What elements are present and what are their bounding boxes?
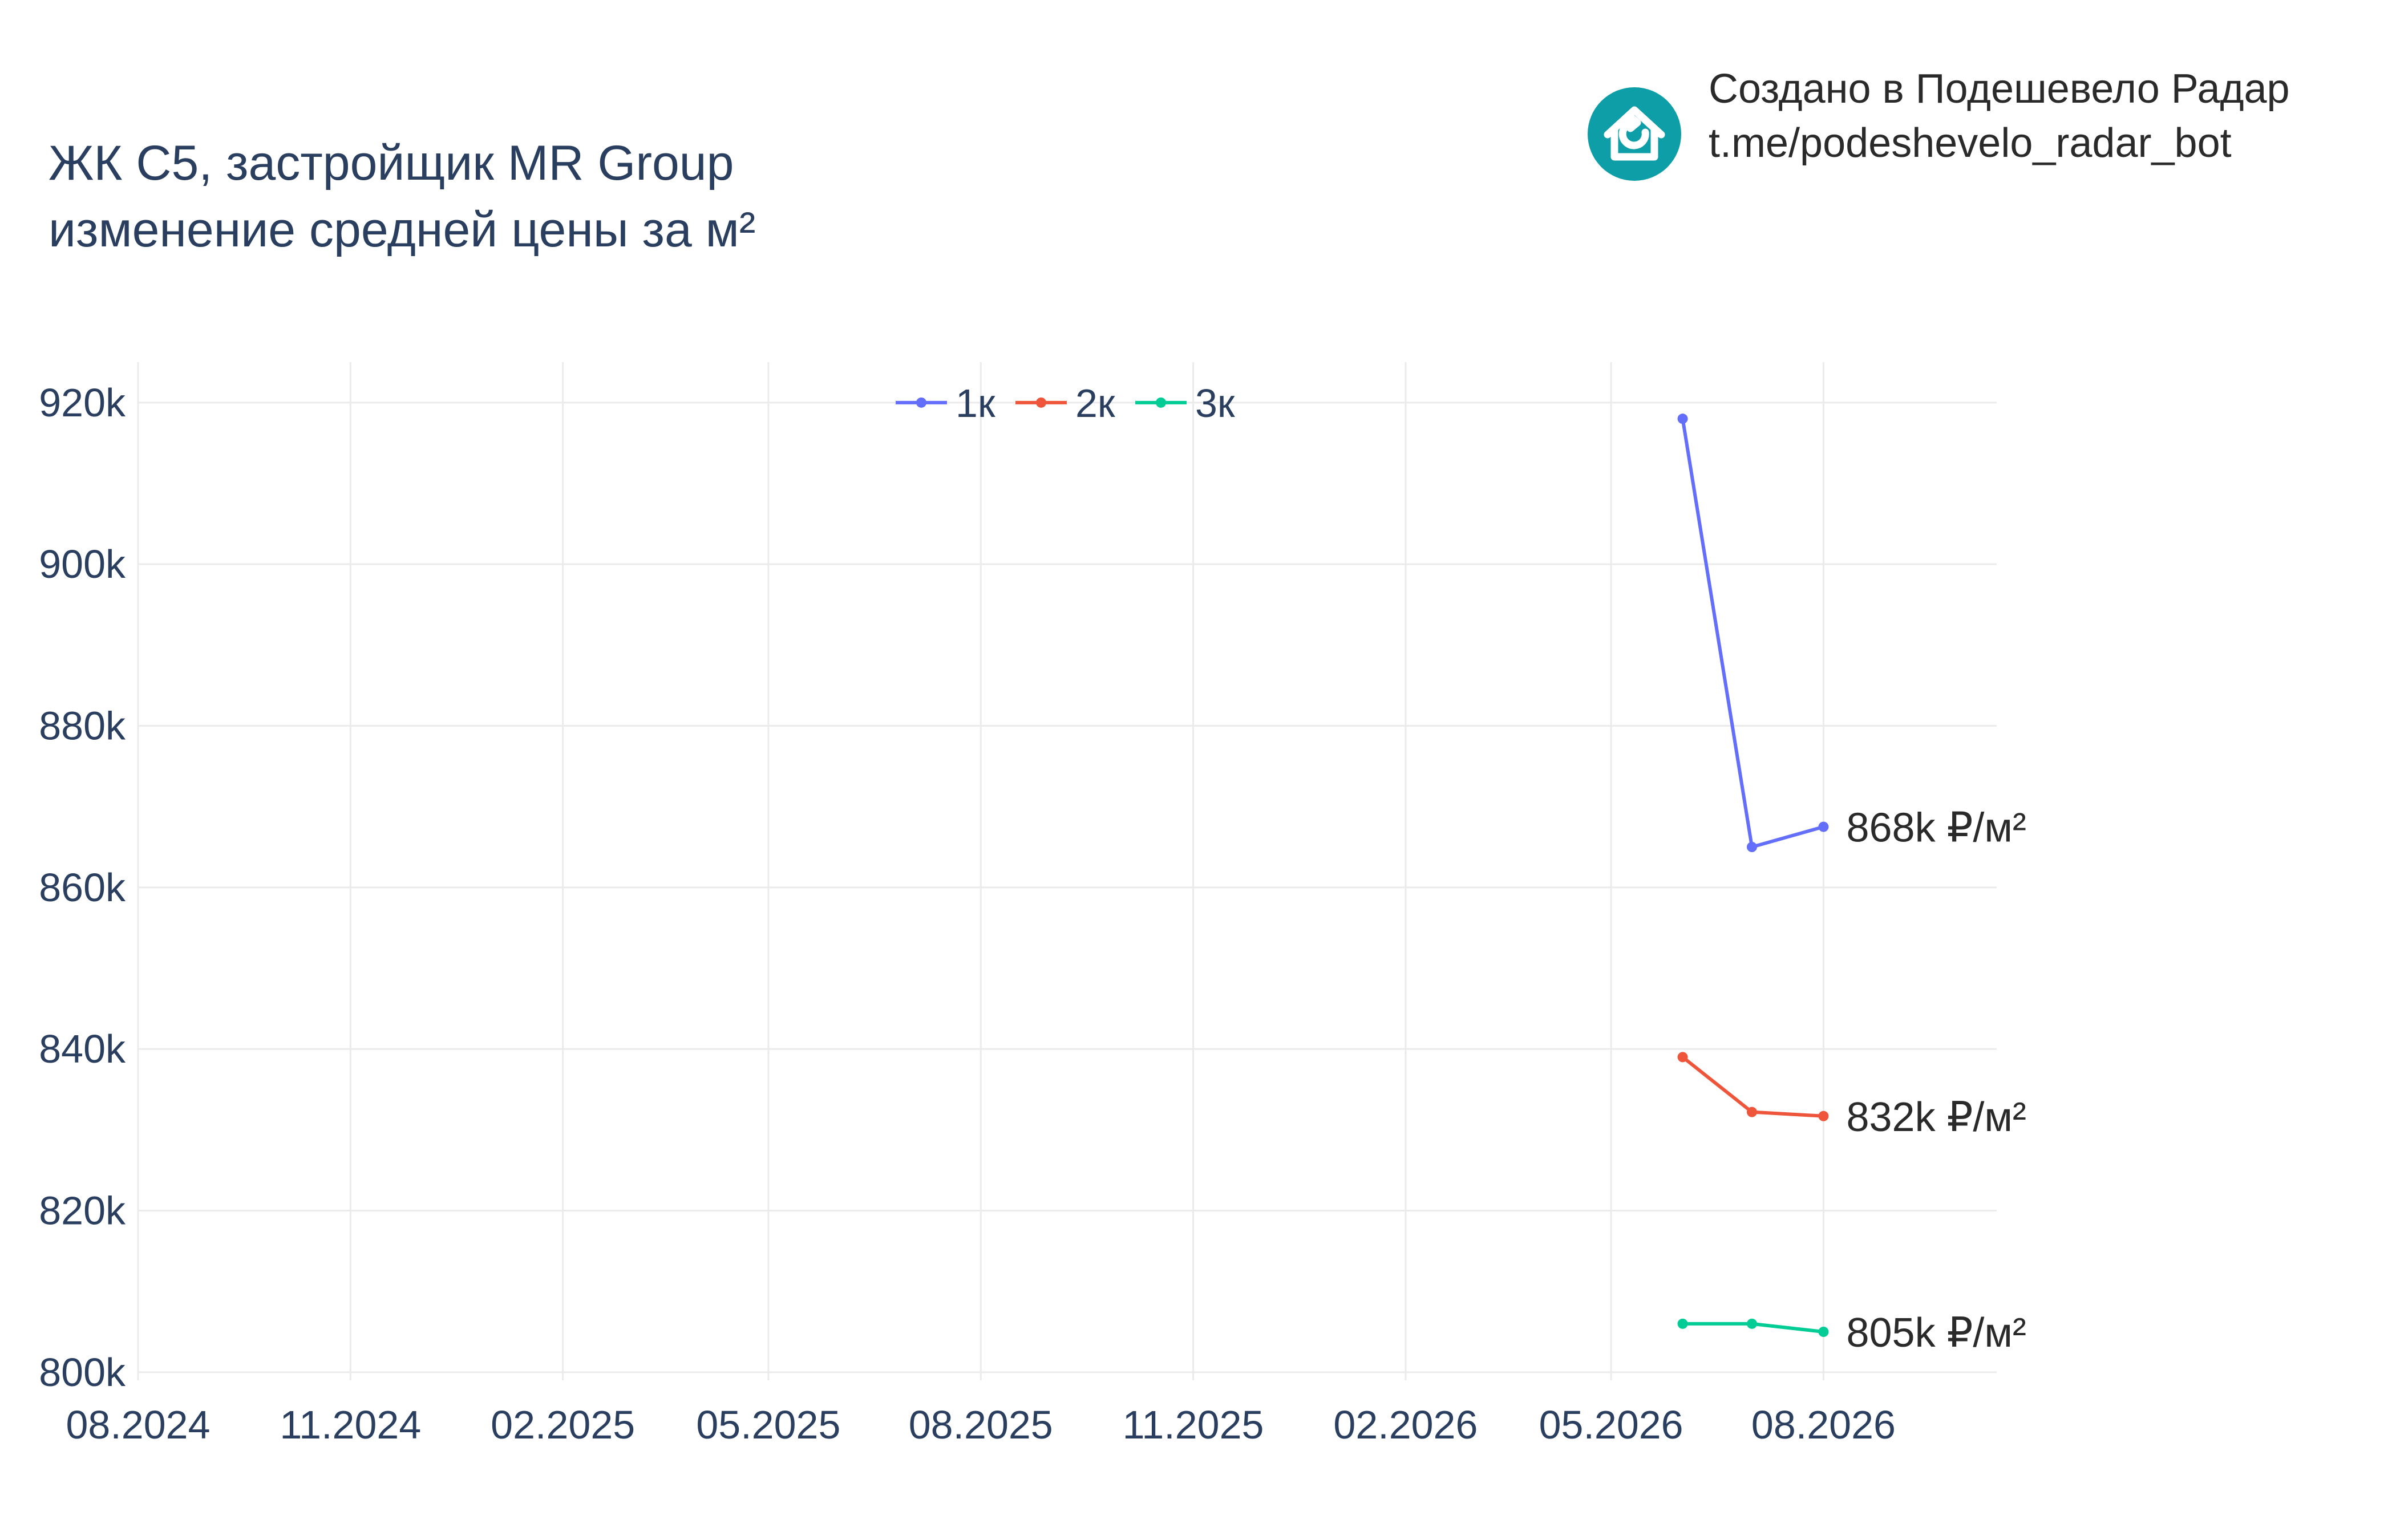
y-tick-label: 860k — [39, 865, 126, 910]
series-3к: 805k ₽/м² — [1677, 1310, 2026, 1356]
house-refresh-icon — [1604, 106, 1665, 161]
x-tick-label: 11.2024 — [280, 1403, 421, 1447]
x-tick-label: 05.2026 — [1539, 1403, 1683, 1447]
end-value-label: 832k ₽/м² — [1846, 1095, 2026, 1140]
x-tick-label: 02.2025 — [491, 1403, 635, 1447]
data-point — [1818, 1327, 1829, 1337]
end-value-label: 868k ₽/м² — [1846, 805, 2026, 851]
legend-swatch-marker — [1036, 397, 1046, 408]
y-tick-label: 800k — [39, 1350, 126, 1395]
legend-item-2к: 2к — [1015, 381, 1115, 425]
credit-line1: Создано в Подешевело Радар — [1709, 66, 2290, 112]
x-tick-label: 08.2024 — [66, 1403, 210, 1447]
data-point — [1818, 821, 1829, 832]
credit-line2: t.me/podeshevelo_radar_bot — [1709, 120, 2232, 166]
x-tick-label: 02.2026 — [1333, 1403, 1478, 1447]
legend: 1к 2к 3к — [896, 381, 1235, 425]
legend-label: 2к — [1075, 381, 1115, 425]
x-tick-label: 05.2025 — [696, 1403, 840, 1447]
x-tick-label: 11.2025 — [1123, 1403, 1264, 1447]
y-tick-label: 880k — [39, 704, 126, 748]
axis-layer: 800k 820k 840k 860k 880k 900k 920k 08.2024 11.20… — [39, 380, 1896, 1447]
data-point — [1677, 414, 1688, 424]
y-tick-label: 840k — [39, 1027, 126, 1071]
data-point — [1746, 842, 1757, 852]
series-layer: 868k ₽/м² 832k ₽/м² 805k ₽/м² — [1677, 414, 2026, 1356]
data-point — [1677, 1052, 1688, 1063]
legend-label: 1к — [956, 381, 995, 425]
data-point — [1746, 1318, 1757, 1329]
legend-item-3к: 3к — [1135, 381, 1235, 425]
x-tick-label: 08.2026 — [1751, 1403, 1896, 1447]
data-point — [1818, 1111, 1829, 1121]
legend-item-1к: 1к — [896, 381, 995, 425]
chart-title-line2: изменение средней цены за м² — [48, 202, 755, 257]
legend-swatch-marker — [916, 397, 926, 408]
credit-logo — [1588, 87, 1681, 181]
logo-circle — [1588, 87, 1681, 181]
legend-label: 3к — [1195, 381, 1235, 425]
end-value-label: 805k ₽/м² — [1846, 1310, 2026, 1356]
y-tick-label: 900k — [39, 542, 126, 586]
y-tick-label: 820k — [39, 1189, 126, 1233]
chart-title-line1: ЖК С5, застройщик MR Group — [48, 136, 734, 191]
data-point — [1746, 1107, 1757, 1117]
series-line — [1681, 418, 1824, 849]
legend-swatch-marker — [1156, 397, 1166, 408]
data-point — [1677, 1318, 1688, 1329]
x-tick-label: 08.2025 — [909, 1403, 1053, 1447]
series-2к: 832k ₽/м² — [1677, 1052, 2026, 1140]
series-1к: 868k ₽/м² — [1677, 414, 2026, 852]
y-tick-label: 920k — [39, 380, 126, 425]
grid-layer — [137, 362, 1997, 1380]
